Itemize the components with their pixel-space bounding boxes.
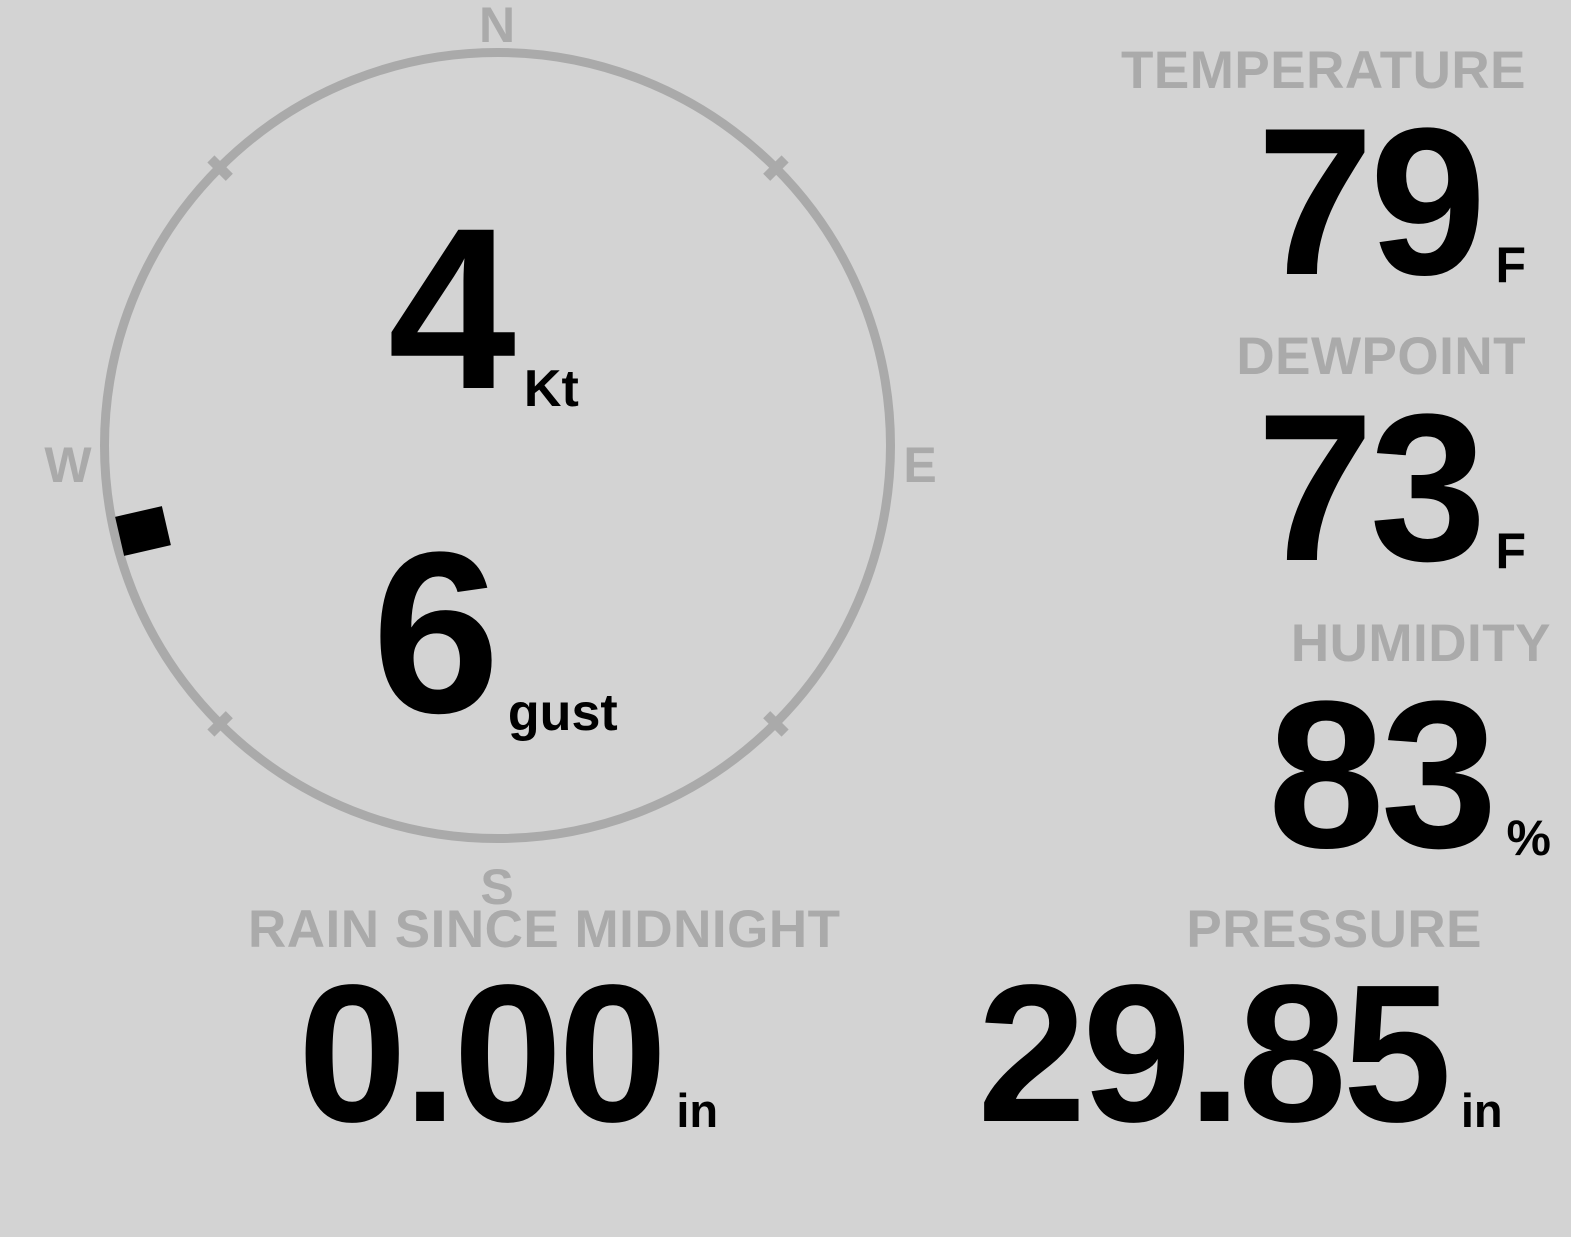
metric-pressure-unit: in	[1460, 1084, 1503, 1137]
compass-tick-nw	[206, 154, 233, 181]
metric-dewpoint: DEWPOINT 73 F	[1236, 330, 1526, 593]
compass-tick-sw	[206, 710, 233, 737]
metric-temperature-unit: F	[1495, 237, 1526, 293]
metric-rain-value-row: 0.00 in	[248, 956, 768, 1152]
compass-label-north: N	[478, 0, 516, 53]
compass-dial	[100, 48, 895, 843]
metric-pressure-value-row: 29.85 in	[930, 956, 1550, 1152]
metric-temperature: TEMPERATURE 79 F	[1121, 44, 1526, 307]
metric-pressure-value: 29.85	[977, 944, 1451, 1163]
compass-label-south: S	[480, 859, 514, 915]
metric-dewpoint-value-row: 73 F	[1236, 383, 1526, 593]
metric-rain-unit: in	[676, 1084, 719, 1137]
metric-dewpoint-label: DEWPOINT	[1236, 327, 1526, 386]
metric-dewpoint-unit: F	[1495, 523, 1526, 579]
metric-humidity-value: 83	[1267, 657, 1498, 892]
compass-label-east: E	[903, 437, 937, 493]
metric-temperature-value-row: 79 F	[1121, 97, 1526, 307]
compass-label-west: W	[44, 437, 92, 493]
metric-pressure: PRESSURE 29.85 in	[930, 903, 1550, 1152]
metric-humidity-label: HUMIDITY	[1290, 614, 1551, 673]
wind-compass-panel: N S W E 4 Kt 6 gust	[0, 0, 1000, 915]
metric-rain: RAIN SINCE MIDNIGHT 0.00 in	[248, 900, 841, 1152]
wind-gust-value: 6	[372, 504, 500, 761]
wind-speed-value: 4	[388, 180, 516, 437]
metric-temperature-value: 79	[1256, 84, 1487, 319]
wind-speed-readout: 4 Kt	[388, 194, 579, 424]
metric-rain-label: RAIN SINCE MIDNIGHT	[248, 900, 841, 959]
compass-tick-ne	[762, 154, 789, 181]
metric-humidity-value-row: 83 %	[1268, 670, 1551, 880]
metric-temperature-label: TEMPERATURE	[1121, 41, 1526, 100]
metric-pressure-label: PRESSURE	[1186, 900, 1482, 959]
metric-dewpoint-value: 73	[1256, 370, 1487, 605]
wind-gust-unit: gust	[507, 684, 618, 742]
compass-tick-se	[762, 710, 789, 737]
metric-humidity-unit: %	[1506, 810, 1551, 866]
wind-speed-unit: Kt	[523, 360, 579, 418]
metric-humidity: HUMIDITY 83 %	[1268, 617, 1551, 880]
wind-gust-readout: 6 gust	[372, 518, 618, 748]
metric-rain-value: 0.00	[297, 944, 667, 1163]
